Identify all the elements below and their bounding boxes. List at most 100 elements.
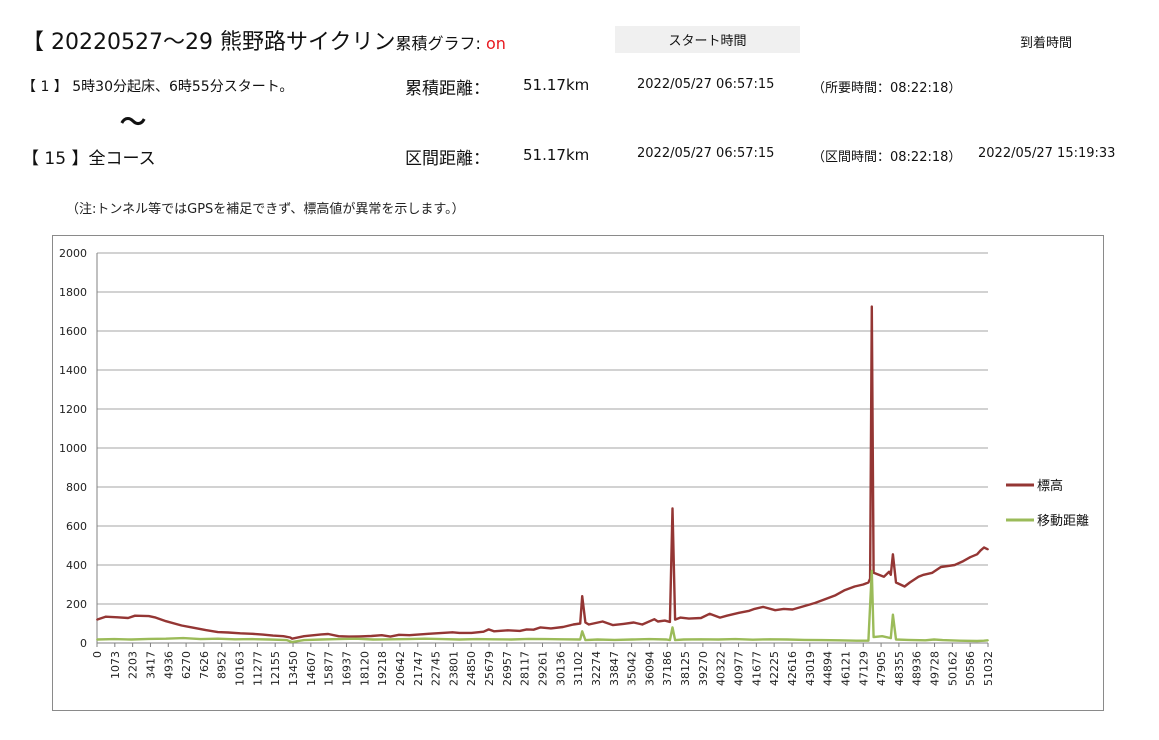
elevation-point <box>862 583 865 586</box>
elevation-point <box>165 620 167 623</box>
y-tick-label: 1200 <box>59 403 87 416</box>
distance-point <box>147 638 150 640</box>
section-distance-value: 51.17km <box>523 146 590 164</box>
distance-point <box>562 638 564 641</box>
distance-point <box>751 638 754 641</box>
x-tick-label: 6270 <box>180 651 193 679</box>
elevation-point <box>987 548 989 551</box>
distance-point <box>648 638 651 640</box>
elevation-point <box>370 635 373 637</box>
elevation-point <box>962 560 965 562</box>
elevation-point <box>674 618 677 621</box>
elevation-point <box>632 621 635 624</box>
elevation-point <box>303 635 305 638</box>
x-tick-label: 19218 <box>376 651 389 686</box>
x-tick-label: 12155 <box>269 651 282 686</box>
distance-point <box>337 638 340 640</box>
distance-point <box>674 639 677 641</box>
x-tick-label: 38125 <box>679 651 692 686</box>
distance-point <box>320 638 323 641</box>
y-tick-label: 400 <box>66 559 87 572</box>
x-tick-label: 25679 <box>483 651 496 686</box>
distance-point <box>372 638 375 641</box>
distance-point <box>671 626 674 629</box>
elevation-point <box>506 629 509 632</box>
cumulative-label: 累積グラフ: <box>395 34 487 53</box>
elevation-point <box>791 608 794 611</box>
x-tick-label: 37186 <box>661 651 674 686</box>
cumulative-distance-label: 累積距離： <box>405 79 490 99</box>
y-tick-label: 0 <box>80 637 87 650</box>
elevation-point <box>227 631 230 634</box>
elevation-point <box>291 637 293 640</box>
elevation-point <box>289 636 292 639</box>
gps-note: （注:トンネル等ではGPSを補足できず、標高値が異常を示します。） <box>66 202 465 217</box>
elevation-point <box>337 635 340 638</box>
elevation-point <box>679 616 682 619</box>
x-tick-label: 48936 <box>911 651 924 686</box>
distance-point <box>976 640 979 642</box>
distance-point <box>581 630 584 633</box>
distance-point <box>889 637 892 640</box>
x-tick-label: 42616 <box>786 651 799 686</box>
distance-point <box>493 638 495 641</box>
elevation-point <box>581 595 584 598</box>
chart-frame <box>52 235 1104 711</box>
distance-point <box>234 638 236 641</box>
elevation-point <box>601 620 604 623</box>
x-tick-label: 26957 <box>501 651 514 686</box>
elevation-point <box>834 594 837 597</box>
elevation-point <box>814 602 816 604</box>
x-tick-label: 2203 <box>127 651 140 679</box>
elevation-point <box>251 632 254 635</box>
distance-point <box>584 639 587 641</box>
x-tick-label: 48355 <box>893 651 906 686</box>
distance-point <box>958 639 961 642</box>
x-tick-label: 3417 <box>144 651 157 679</box>
distance-point <box>596 638 599 641</box>
x-tick-label: 44894 <box>822 651 835 686</box>
x-tick-label: 28117 <box>519 651 532 686</box>
elevation-point <box>931 571 934 574</box>
distance-point <box>96 638 98 641</box>
distance-point <box>820 639 823 641</box>
x-tick-label: 36094 <box>643 651 656 686</box>
x-tick-label: 40322 <box>715 651 728 686</box>
x-tick-label: 0 <box>91 651 104 658</box>
y-tick-label: 1000 <box>59 442 87 455</box>
y-tick-label: 600 <box>66 520 87 533</box>
x-tick-label: 51032 <box>982 651 995 686</box>
distance-point <box>285 639 288 641</box>
distance-point <box>303 639 305 641</box>
elevation-point <box>612 624 614 626</box>
distance-point <box>769 638 771 641</box>
elevation-point <box>562 626 564 628</box>
distance-point <box>734 638 737 640</box>
distance-point <box>700 638 702 641</box>
distance-point <box>717 638 720 641</box>
elevation-point <box>116 616 119 619</box>
distance-point <box>924 639 927 642</box>
elevation-point <box>154 616 157 619</box>
elevation-point <box>134 614 136 617</box>
distance-point <box>838 639 840 642</box>
elevation-point <box>656 620 659 623</box>
x-tick-label: 7626 <box>198 651 211 679</box>
distance-point <box>251 638 254 640</box>
elevation-point <box>191 626 193 629</box>
elevation-point <box>493 630 495 633</box>
elevation-point <box>877 573 880 576</box>
distance-point <box>130 638 133 641</box>
elevation-point <box>358 635 361 638</box>
elevation-point <box>96 618 98 621</box>
distance-point <box>544 638 547 640</box>
distance-point <box>631 638 633 641</box>
elevation-point <box>380 634 383 637</box>
elevation-point <box>663 619 666 622</box>
elevation-point <box>708 612 711 615</box>
elevation-point <box>976 553 979 556</box>
elevation-point <box>180 624 183 627</box>
x-tick-label: 50586 <box>964 651 977 686</box>
cumulative-status[interactable]: on <box>486 34 506 53</box>
title-text: 【 20220527～29 熊野路サイクリン <box>22 30 396 55</box>
